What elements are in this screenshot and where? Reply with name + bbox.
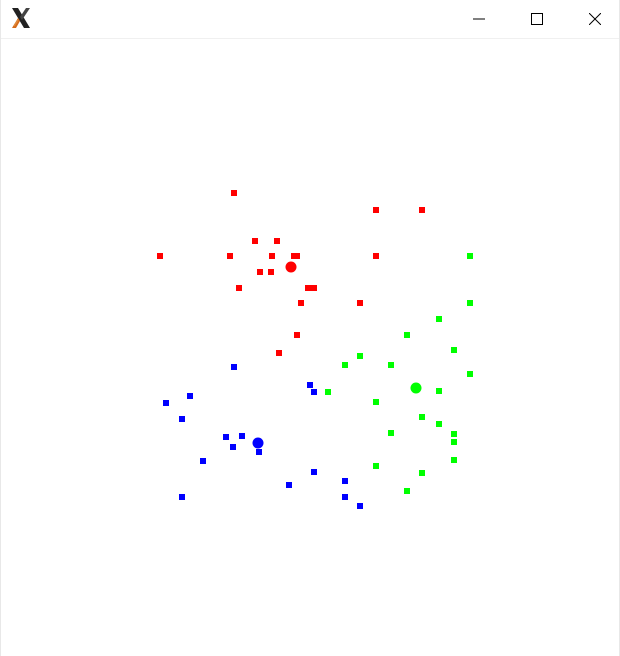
green-point [436, 388, 442, 394]
red-point [294, 253, 300, 259]
green-point [419, 414, 425, 420]
green-point [388, 362, 394, 368]
blue-centroid [252, 437, 264, 449]
green-point [467, 300, 473, 306]
blue-point [200, 458, 206, 464]
close-icon [589, 13, 601, 25]
blue-point [307, 382, 313, 388]
red-point [294, 332, 300, 338]
title-bar[interactable] [1, 0, 619, 39]
blue-point [163, 400, 169, 406]
blue-point [179, 494, 185, 500]
maximize-icon [531, 13, 543, 25]
green-point [467, 253, 473, 259]
blue-point [179, 416, 185, 422]
green-point [467, 371, 473, 377]
red-point [268, 269, 274, 275]
red-point [276, 350, 282, 356]
red-point [373, 253, 379, 259]
red-point [252, 238, 258, 244]
red-point [274, 238, 280, 244]
green-point [357, 353, 363, 359]
x11-app-icon [9, 6, 33, 30]
red-point [257, 269, 263, 275]
green-point [342, 362, 348, 368]
blue-point [311, 389, 317, 395]
green-point [451, 347, 457, 353]
blue-point [231, 364, 237, 370]
green-point [419, 470, 425, 476]
blue-point [342, 494, 348, 500]
blue-point [230, 444, 236, 450]
red-point [298, 300, 304, 306]
green-point [325, 389, 331, 395]
maximize-button[interactable] [509, 0, 565, 38]
green-point [388, 430, 394, 436]
green-point [373, 399, 379, 405]
blue-point [239, 433, 245, 439]
red-point [227, 253, 233, 259]
green-point [436, 316, 442, 322]
red-point [373, 207, 379, 213]
blue-point [256, 449, 262, 455]
red-point [231, 190, 237, 196]
green-point [451, 457, 457, 463]
red-point [311, 285, 317, 291]
blue-point [223, 434, 229, 440]
red-point [419, 207, 425, 213]
blue-point [187, 393, 193, 399]
blue-point [286, 482, 292, 488]
green-centroid [410, 382, 422, 394]
green-point [404, 488, 410, 494]
blue-point [342, 478, 348, 484]
green-point [373, 463, 379, 469]
blue-point [311, 469, 317, 475]
red-centroid [285, 261, 297, 273]
drawing-canvas[interactable] [1, 39, 620, 656]
minimize-icon [473, 18, 485, 20]
minimize-button[interactable] [451, 0, 507, 38]
red-point [236, 285, 242, 291]
red-point [157, 253, 163, 259]
blue-point [357, 503, 363, 509]
green-point [404, 332, 410, 338]
red-point [269, 253, 275, 259]
green-point [436, 421, 442, 427]
green-point [451, 439, 457, 445]
green-point [451, 431, 457, 437]
red-point [305, 285, 311, 291]
close-button[interactable] [567, 0, 620, 38]
scatter-plot [157, 190, 473, 509]
red-point [357, 300, 363, 306]
